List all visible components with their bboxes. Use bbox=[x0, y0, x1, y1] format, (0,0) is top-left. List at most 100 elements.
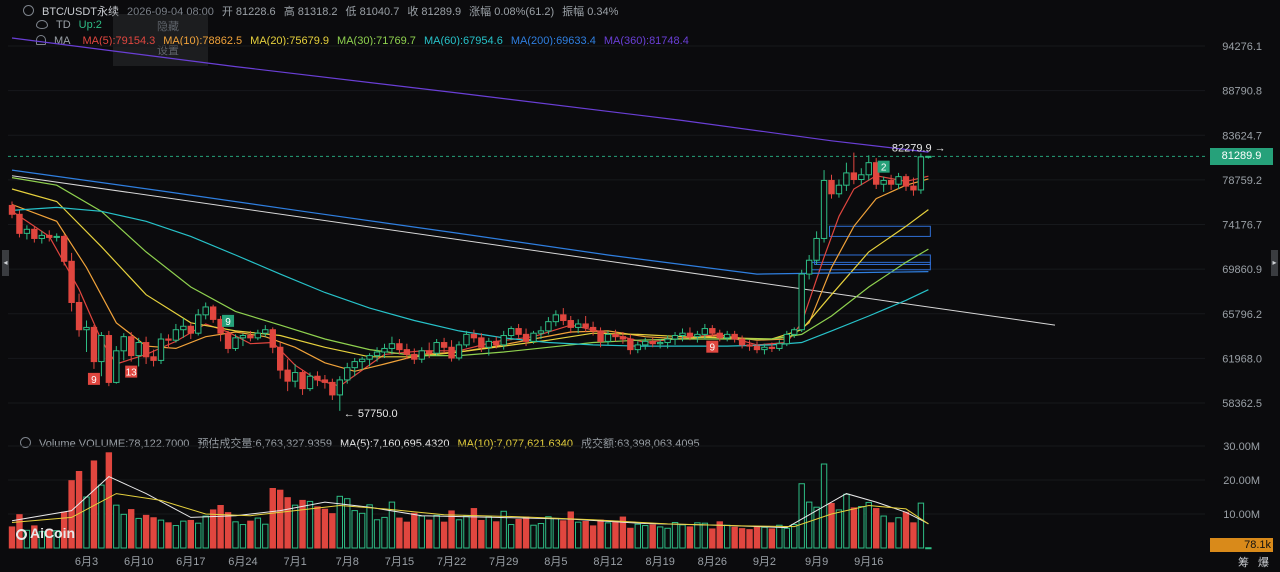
volume-bar bbox=[604, 522, 612, 549]
candle bbox=[60, 234, 68, 266]
candle-body bbox=[679, 332, 686, 337]
candle-body bbox=[582, 323, 589, 328]
volume-bar bbox=[105, 452, 113, 549]
candle bbox=[463, 330, 470, 348]
volume-bar bbox=[545, 516, 552, 549]
volume-bar bbox=[46, 529, 53, 549]
candle bbox=[478, 333, 485, 353]
volume-bar bbox=[478, 519, 485, 549]
price-tick-label: 88790.8 bbox=[1222, 86, 1262, 98]
volume-bar bbox=[515, 518, 522, 549]
volume-bar bbox=[738, 528, 746, 549]
volume-bar bbox=[321, 508, 329, 549]
candle-body bbox=[455, 344, 463, 359]
candle-body bbox=[180, 325, 187, 331]
symbol[interactable]: BTC/USDT永续 bbox=[42, 6, 119, 18]
chips-button[interactable]: 筹 bbox=[1238, 557, 1249, 569]
candle bbox=[351, 357, 358, 377]
candle bbox=[470, 329, 478, 343]
candle bbox=[321, 374, 329, 389]
volume-tick-label: 20.00M bbox=[1223, 475, 1260, 487]
candle-body bbox=[716, 332, 723, 339]
scroll-right-button[interactable]: ▸ bbox=[1271, 250, 1278, 276]
candle-body bbox=[269, 329, 276, 348]
volume-bar bbox=[724, 524, 731, 549]
volume-bar bbox=[75, 471, 83, 549]
volume-bar bbox=[500, 510, 507, 549]
collapse-icon[interactable] bbox=[23, 5, 34, 16]
volume-bar bbox=[83, 496, 90, 549]
candle-body bbox=[724, 333, 731, 339]
eye-icon[interactable] bbox=[36, 20, 48, 29]
volume-tick-label: 10.00M bbox=[1223, 509, 1260, 521]
candle-body bbox=[224, 332, 232, 349]
volume-bar bbox=[232, 521, 239, 549]
volume-bar bbox=[440, 521, 448, 549]
candle bbox=[46, 230, 53, 242]
candle bbox=[336, 376, 344, 411]
date-tick-label: 9月2 bbox=[753, 556, 776, 568]
candle-body bbox=[314, 375, 321, 381]
volume-bar bbox=[694, 522, 701, 549]
volume-bar bbox=[589, 525, 597, 549]
candle-body bbox=[865, 162, 872, 176]
volume-bar bbox=[180, 520, 187, 549]
volume-settings-icon[interactable] bbox=[20, 437, 31, 448]
candle bbox=[142, 336, 150, 365]
price-axis: 94276.1 88790.8 83624.7 78759.2 74176.7 69860… bbox=[1222, 41, 1262, 410]
candle bbox=[552, 310, 560, 327]
td-label[interactable]: TD bbox=[56, 19, 71, 31]
aicoin-logo: AiCoin bbox=[16, 525, 75, 541]
candle-body bbox=[388, 343, 396, 349]
estimated-volume: 预估成交量:6,763,327.9359 bbox=[197, 438, 332, 450]
candle-body bbox=[910, 185, 917, 191]
candle-body bbox=[701, 328, 709, 335]
volume-bar bbox=[895, 517, 902, 549]
candle-body bbox=[105, 335, 113, 383]
candle-body bbox=[470, 333, 478, 339]
header-row-1: BTC/USDT永续 2026-09-04 08:00 开 81228.6 高 813… bbox=[23, 3, 626, 19]
scroll-left-button[interactable]: ◂ bbox=[2, 250, 9, 276]
candle bbox=[835, 179, 843, 198]
candle-body bbox=[142, 342, 150, 358]
volume-bar bbox=[306, 500, 314, 549]
candle-body bbox=[195, 314, 202, 334]
candle bbox=[887, 174, 895, 190]
candle bbox=[843, 162, 850, 191]
candle bbox=[344, 362, 351, 384]
turnover-value: 成交额:63,398,063.4095 bbox=[581, 438, 700, 450]
candle-body bbox=[426, 350, 433, 354]
candle-body bbox=[306, 375, 314, 390]
candle-body bbox=[567, 320, 574, 328]
candle-body bbox=[738, 338, 746, 346]
date-tick-label: 8月19 bbox=[645, 556, 674, 568]
candle bbox=[195, 309, 202, 336]
candle-body bbox=[98, 335, 105, 363]
hide-menu-item[interactable]: 隐藏 bbox=[157, 21, 179, 33]
candle-body bbox=[329, 381, 336, 396]
candle bbox=[247, 330, 254, 342]
td-mark: 9 bbox=[706, 340, 719, 354]
settings-menu-item[interactable]: 设置 bbox=[157, 45, 179, 57]
candle bbox=[716, 329, 723, 342]
candle bbox=[373, 347, 381, 362]
volume-bar bbox=[753, 526, 761, 549]
candle-body bbox=[783, 333, 790, 345]
candle bbox=[329, 378, 336, 400]
candle bbox=[485, 337, 493, 356]
last-volume-tag: 78.1k bbox=[1210, 538, 1273, 552]
candle-body bbox=[530, 332, 537, 342]
candle bbox=[403, 343, 411, 360]
candle-body bbox=[545, 321, 552, 332]
volume-bar bbox=[8, 526, 16, 549]
volume-bar bbox=[38, 531, 45, 549]
candle bbox=[306, 372, 314, 392]
low-price-label: ← 57750.0 bbox=[344, 408, 398, 420]
volume-bar bbox=[247, 520, 254, 549]
date-axis: 6月3 6月10 6月17 6月24 7月1 7月8 7月15 7月22 7月29 8月5 8月12… bbox=[75, 556, 884, 568]
liquidation-button[interactable]: 爆 bbox=[1258, 557, 1269, 569]
bell-icon[interactable] bbox=[36, 35, 46, 45]
candle bbox=[545, 317, 552, 335]
candle bbox=[604, 330, 612, 345]
